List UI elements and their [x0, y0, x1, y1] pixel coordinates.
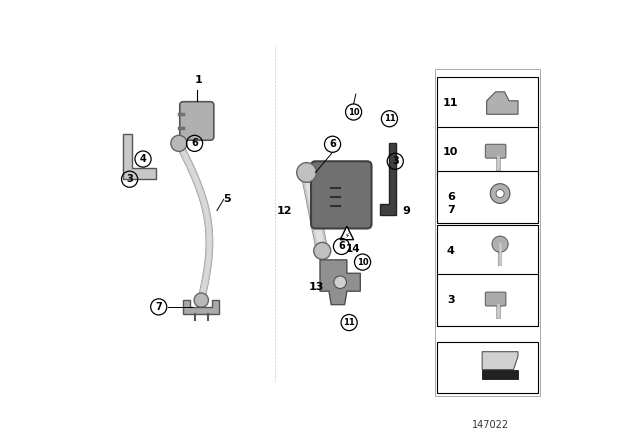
Circle shape [297, 163, 316, 182]
Text: 13: 13 [309, 282, 324, 292]
Text: 4: 4 [447, 246, 455, 256]
Bar [437, 171, 538, 223]
Polygon shape [482, 352, 518, 370]
Text: ⚡: ⚡ [344, 233, 349, 239]
Circle shape [496, 190, 504, 198]
Bar [437, 342, 538, 393]
FancyBboxPatch shape [311, 161, 371, 228]
Polygon shape [486, 92, 518, 114]
FancyBboxPatch shape [485, 144, 506, 158]
Text: 6: 6 [329, 139, 336, 149]
Bar [435, 69, 540, 396]
Text: 10: 10 [356, 258, 369, 267]
Text: 7: 7 [447, 205, 454, 215]
Circle shape [314, 242, 331, 259]
Polygon shape [340, 226, 353, 240]
Text: 11: 11 [443, 98, 459, 108]
Text: 6: 6 [338, 241, 345, 251]
Polygon shape [380, 143, 396, 215]
Text: 3: 3 [447, 295, 454, 305]
Polygon shape [184, 300, 219, 314]
Circle shape [171, 135, 187, 151]
Circle shape [334, 276, 346, 289]
Text: 7: 7 [156, 302, 162, 312]
Text: 10: 10 [348, 108, 360, 116]
Text: 5: 5 [224, 194, 231, 204]
Polygon shape [123, 134, 157, 179]
Bar [437, 78, 538, 129]
Text: 4: 4 [140, 154, 147, 164]
FancyBboxPatch shape [180, 102, 214, 140]
Circle shape [490, 184, 510, 203]
Text: 3: 3 [126, 174, 133, 184]
FancyBboxPatch shape [485, 292, 506, 306]
Text: 1: 1 [195, 75, 203, 85]
Text: 147022: 147022 [472, 420, 509, 430]
Text: 6: 6 [191, 138, 198, 148]
Circle shape [492, 236, 508, 252]
Text: 11: 11 [383, 114, 396, 123]
Text: 10: 10 [443, 147, 458, 157]
Text: 3: 3 [392, 156, 399, 166]
Text: 6: 6 [447, 192, 455, 202]
Text: 11: 11 [343, 318, 355, 327]
Bar [482, 370, 518, 379]
Text: 12: 12 [276, 206, 292, 215]
Polygon shape [320, 260, 360, 305]
Text: 9: 9 [402, 206, 410, 215]
Circle shape [194, 293, 209, 307]
Bar [437, 225, 538, 276]
Text: 14: 14 [346, 244, 361, 254]
Bar [437, 274, 538, 326]
Bar [437, 127, 538, 178]
